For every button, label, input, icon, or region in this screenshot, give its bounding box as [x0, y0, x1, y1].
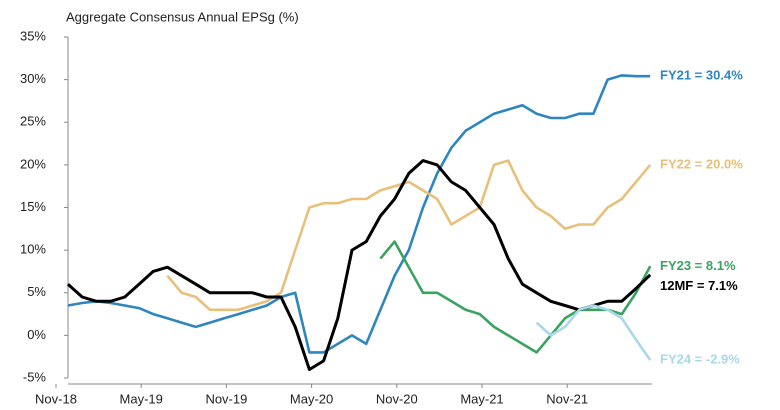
series-label: FY22 = 20.0%: [660, 156, 743, 171]
chart-title: Aggregate Consensus Annual EPSg (%): [66, 9, 299, 24]
series-label: FY24 = -2.9%: [660, 352, 740, 367]
series-line: [535, 304, 652, 361]
y-tick-label: 20%: [20, 156, 46, 171]
y-tick-label: 35%: [20, 28, 46, 43]
series-line: [67, 74, 651, 354]
y-tick-label: 5%: [27, 284, 46, 299]
x-tick-label: Nov-19: [205, 391, 247, 406]
series-label: FY21 = 30.4%: [660, 68, 743, 83]
x-tick-label: Nov-21: [546, 391, 588, 406]
series-line: [379, 240, 652, 354]
x-tick-label: May-21: [460, 391, 503, 406]
x-tick-label: May-20: [290, 391, 333, 406]
y-tick-label: -5%: [23, 369, 47, 384]
series-line: [66, 159, 652, 371]
x-tick-label: May-19: [120, 391, 163, 406]
y-tick-label: 30%: [20, 71, 46, 86]
series-label: FY23 = 8.1%: [660, 258, 736, 273]
series-label: 12MF = 7.1%: [660, 278, 738, 293]
y-tick-label: 0%: [27, 327, 46, 342]
y-tick-label: 10%: [20, 242, 46, 257]
x-tick-label: Nov-20: [376, 391, 418, 406]
x-tick-label: Nov-18: [35, 391, 77, 406]
series-line: [166, 159, 652, 312]
y-tick-label: 15%: [20, 199, 46, 214]
y-tick-label: 25%: [20, 114, 46, 129]
